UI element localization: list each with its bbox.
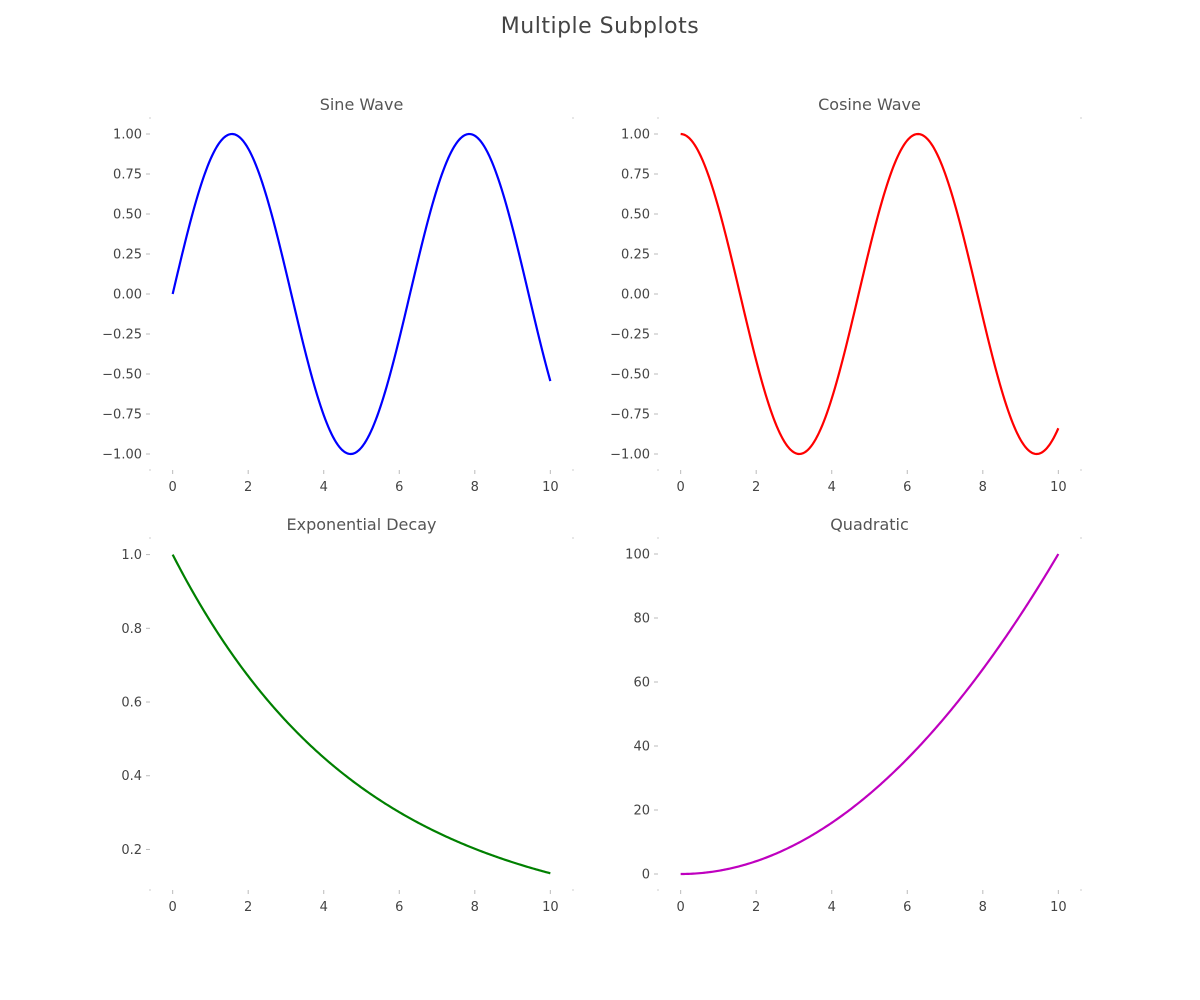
frame-corner [1080,117,1082,119]
y-tick-label: 0.00 [113,288,142,303]
series-line [680,132,1060,456]
y-tick-label: −0.25 [610,328,650,343]
y-tick-label: −0.75 [102,408,142,423]
x-tick-label: 10 [542,480,559,495]
x-tick-label: 4 [828,480,836,495]
x-tick-label: 4 [320,900,328,915]
frame-corner [572,889,574,891]
y-tick-label: 20 [633,804,650,819]
series-line [680,553,1060,876]
y-tick-label: 1.00 [113,128,142,143]
y-tick-label: 0.50 [621,208,650,223]
y-tick-label: 0.75 [621,168,650,183]
y-tick-label: 80 [633,612,650,627]
y-tick-label: −0.50 [610,368,650,383]
x-tick-label: 10 [1050,900,1067,915]
subplot-title: Cosine Wave [818,95,921,114]
y-tick-label: 0.25 [113,248,142,263]
y-tick-label: −1.00 [102,448,142,463]
frame-corner [1080,889,1082,891]
subplot-title: Exponential Decay [287,515,437,534]
x-tick-label: 10 [1050,480,1067,495]
subplot-title: Sine Wave [320,95,404,114]
series-line [171,132,552,456]
x-tick-label: 2 [752,480,760,495]
x-tick-label: 4 [828,900,836,915]
x-tick-label: 0 [677,480,685,495]
figure-title: Multiple Subplots [500,14,700,39]
y-tick-label: 0.00 [621,288,650,303]
x-tick-label: 2 [244,900,252,915]
frame-corner [149,117,151,119]
x-tick-label: 2 [752,900,760,915]
frame-corner [149,537,151,539]
frame-corner [657,469,659,471]
x-tick-label: 4 [320,480,328,495]
frame-corner [1080,537,1082,539]
frame-corner [657,889,659,891]
x-tick-label: 2 [244,480,252,495]
subplot-title: Quadratic [830,515,909,534]
frame-corner [149,469,151,471]
frame-corner [149,889,151,891]
frame-corner [657,117,659,119]
x-tick-label: 0 [169,900,177,915]
y-tick-label: 1.0 [121,548,142,563]
subplot-3: Exponential Decay 0 2 4 6 8 10 1.0 0.8 0.6 0.4 0.2 [121,515,574,915]
x-tick-label: 0 [677,900,685,915]
y-tick-label: 0 [642,868,650,883]
x-tick-label: 8 [979,900,987,915]
y-tick-label: 0.6 [121,696,142,711]
frame-corner [572,117,574,119]
y-tick-label: −1.00 [610,448,650,463]
x-tick-label: 0 [169,480,177,495]
frame-corner [572,537,574,539]
y-tick-label: 0.50 [113,208,142,223]
x-tick-label: 6 [395,900,403,915]
subplot-1: Sine Wave 0 2 4 6 8 10 1.00 0.75 0.50 0.25 0.00 −0.2… [102,95,574,495]
y-tick-label: 60 [633,676,650,691]
x-tick-label: 6 [395,480,403,495]
subplot-2: Cosine Wave 0 2 4 6 8 10 1.00 0.75 0.50 0.25 0.00 −0… [610,95,1082,495]
frame-corner [1080,469,1082,471]
y-tick-label: 100 [625,548,650,563]
y-tick-label: 0.25 [621,248,650,263]
y-tick-label: −0.50 [102,368,142,383]
y-tick-label: −0.25 [102,328,142,343]
x-tick-label: 8 [471,900,479,915]
frame-corner [572,469,574,471]
x-tick-label: 8 [471,480,479,495]
frame-corner [657,537,659,539]
y-tick-label: −0.75 [610,408,650,423]
y-tick-label: 1.00 [621,128,650,143]
x-tick-label: 6 [903,480,911,495]
x-tick-label: 10 [542,900,559,915]
y-tick-label: 0.75 [113,168,142,183]
y-tick-label: 0.4 [121,769,142,784]
y-tick-label: 0.2 [121,843,142,858]
y-tick-label: 0.8 [121,622,142,637]
x-tick-label: 8 [979,480,987,495]
y-tick-label: 40 [633,740,650,755]
series-line [171,554,551,875]
x-tick-label: 6 [903,900,911,915]
subplot-4: Quadratic 0 2 4 6 8 10 100 80 60 40 20 0 [625,515,1082,915]
